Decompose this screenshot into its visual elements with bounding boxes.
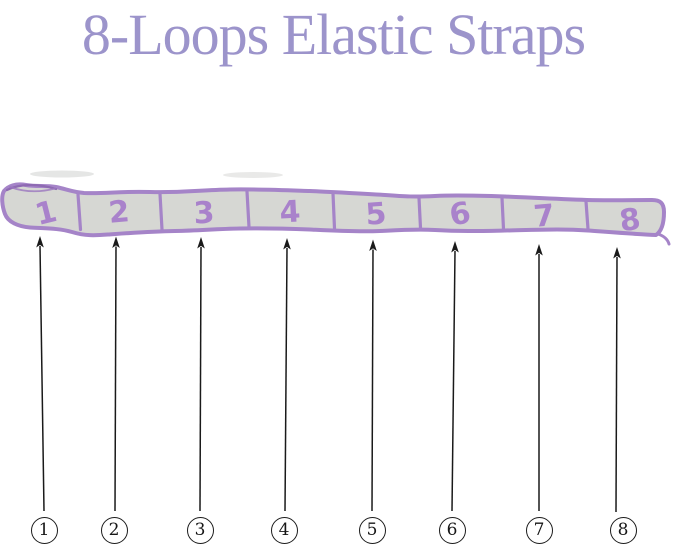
strap-segment-label: 8 (617, 202, 643, 240)
strap-divider (76, 192, 83, 232)
strap-segment-label: 4 (279, 194, 302, 230)
callout-badge: 4 (270, 516, 298, 544)
callout-badge-label: 1 (38, 520, 50, 540)
arrow-line (39, 245, 45, 512)
callout-badge: 2 (100, 516, 128, 544)
callout-arrow (36, 236, 45, 512)
arrowhead-icon (535, 244, 543, 256)
callout-badge: 6 (438, 516, 466, 544)
callout-badge: 7 (525, 516, 553, 544)
callout-arrow (197, 237, 205, 512)
arrowhead-icon (112, 236, 120, 248)
callout-arrow (283, 238, 291, 512)
arrowhead-icon (369, 239, 377, 251)
strap-divider (245, 189, 251, 229)
arrow-line (114, 246, 117, 512)
callout-arrow (535, 244, 543, 511)
arrow-line (451, 250, 456, 512)
callout-arrow (451, 241, 459, 512)
shadow-smudge (30, 170, 94, 178)
arrowhead-icon (197, 237, 205, 249)
callout-badge-label: 4 (278, 520, 290, 540)
callout-badge-label: 7 (533, 520, 545, 540)
strap-segment-label: 3 (193, 195, 216, 231)
callout-badge: 5 (358, 516, 386, 544)
arrowhead-icon (283, 238, 291, 250)
strap-segment-label: 2 (107, 194, 131, 231)
shadow-smudge (223, 172, 283, 178)
strap-fold-seam (5, 183, 58, 192)
callout-badge-label: 3 (194, 520, 206, 540)
callout-badge-label: 8 (617, 520, 629, 540)
strap-fold-seam (9, 186, 56, 193)
callout-badge-label: 2 (108, 520, 120, 540)
strap-divider (158, 192, 164, 232)
arrowhead-icon (451, 241, 459, 253)
strap-end-fold (656, 232, 671, 246)
strap-segment-label: 5 (364, 196, 387, 232)
strap-divider (584, 199, 590, 231)
arrow-line (615, 256, 618, 513)
strap-divider (500, 196, 506, 231)
strap-divider (417, 196, 423, 230)
callout-arrow (613, 247, 621, 513)
callout-badge-label: 6 (446, 520, 458, 540)
arrow-line (284, 247, 288, 512)
callout-badge: 8 (609, 516, 637, 544)
arrow-line (199, 246, 202, 512)
callout-badge: 1 (30, 516, 58, 544)
arrowhead-icon (613, 247, 621, 259)
arrowhead-icon (36, 236, 44, 248)
callout-arrow (112, 236, 120, 512)
callout-badge: 3 (186, 516, 214, 544)
arrow-line (371, 249, 374, 512)
strap-divider (331, 191, 337, 231)
strap-segment-label: 7 (532, 198, 556, 235)
callout-badge-label: 5 (366, 520, 378, 540)
callout-arrow (369, 239, 377, 512)
page-title: 8-Loops Elastic Straps (81, 1, 586, 67)
